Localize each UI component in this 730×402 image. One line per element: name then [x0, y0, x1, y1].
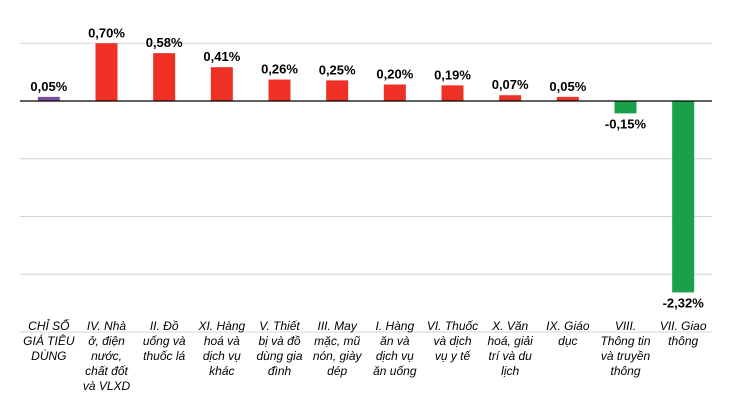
category-label: IX. Giáo dục: [546, 319, 590, 348]
bar: [614, 101, 637, 114]
value-label: 0,20%: [376, 67, 413, 82]
value-label: 0,70%: [88, 25, 125, 40]
value-label: 0,05%: [30, 79, 67, 94]
category-label: VII. Giao thông: [660, 319, 707, 348]
bar: [268, 79, 291, 101]
category-label: CHỈ SỐ GIÁ TIÊU DÙNG: [23, 318, 75, 363]
category-label: XI. Hàng hoá và dịch vụ khác: [197, 319, 245, 378]
bar: [383, 84, 406, 101]
bar: [37, 96, 60, 101]
bar: [326, 80, 349, 101]
category-label: V. Thiết bị và đồ dùng gia đình: [256, 319, 302, 378]
bars: [37, 43, 695, 293]
category-label: X. Văn hoá, giải trí và du lịch: [487, 319, 533, 378]
bar: [556, 96, 579, 101]
category-label: III. May mặc, mũ nón, giày dép: [313, 319, 363, 378]
category-label: IV. Nhà ở, điện nước, chất đốt và VLXD: [83, 319, 131, 393]
value-label: 0,58%: [146, 35, 183, 50]
category-label: I. Hàng ăn và dịch vụ ăn uống: [373, 319, 417, 378]
value-label: 0,26%: [261, 62, 298, 77]
value-label: -0,15%: [605, 116, 647, 131]
value-label: -2,32%: [663, 295, 705, 310]
bar: [672, 101, 695, 293]
value-label: 0,19%: [434, 67, 471, 82]
value-labels: 0,05% 0,70% 0,58% 0,41% 0,26% 0,25% 0,20% 0,19%…: [30, 25, 704, 310]
category-label: VI. Thuốc và dịch vụ y tế: [427, 319, 478, 363]
value-label: 0,07%: [492, 77, 529, 92]
bar: [441, 85, 464, 101]
bar: [153, 53, 176, 101]
value-label: 0,41%: [203, 49, 240, 64]
bar: [95, 43, 118, 101]
value-label: 0,05%: [549, 79, 586, 94]
category-label: VIII. Thông tin và truyền thông: [600, 319, 650, 378]
value-label: 0,25%: [319, 62, 356, 77]
bar: [499, 95, 522, 101]
category-label: II. Đồ uống và thuốc lá: [143, 319, 186, 363]
grid-lines: [20, 42, 712, 333]
bar: [210, 67, 233, 101]
